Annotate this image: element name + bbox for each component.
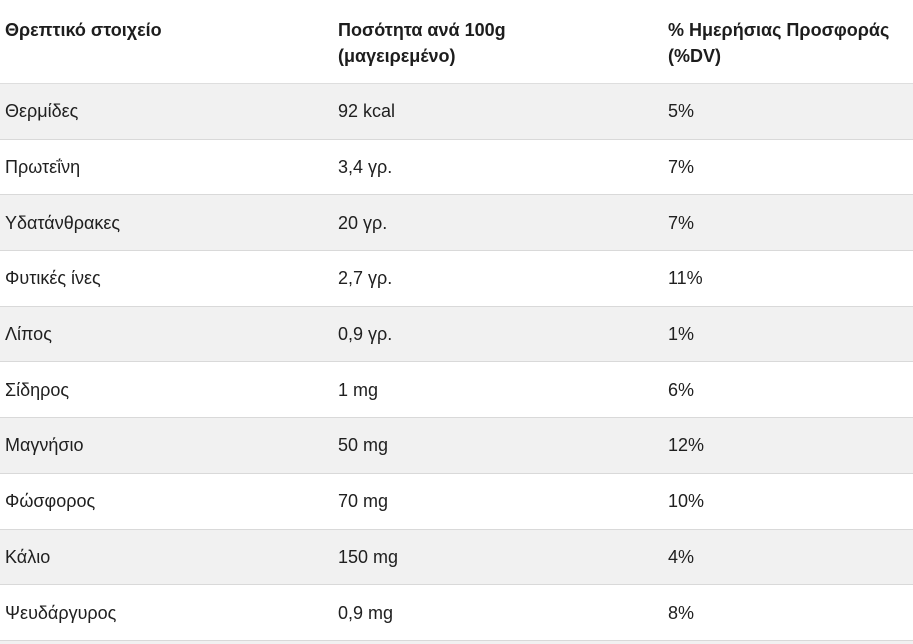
amount-cell: 20 γρ. <box>338 212 388 233</box>
amount-cell: 1 mg <box>338 379 379 400</box>
amount-cell: 70 mg <box>338 491 389 512</box>
daily-value-cell: 11% <box>668 268 703 289</box>
daily-value-cell: 4% <box>668 546 695 567</box>
column-header-daily-value: % Ημερήσιας Προσφοράς (%DV) <box>668 20 890 66</box>
nutrient-name-cell: Λίπος <box>5 324 52 345</box>
table-row: Πρωτεΐνη 3,4 γρ. 7% <box>0 139 913 196</box>
table-row: Κάλιο 150 mg 4% <box>0 529 913 586</box>
nutrient-name-cell: Πρωτεΐνη <box>5 157 81 178</box>
daily-value-cell: 1% <box>668 324 695 345</box>
table-row: Υδατάνθρακες 20 γρ. 7% <box>0 195 913 252</box>
daily-value-cell: 8% <box>668 602 695 623</box>
amount-cell: 3,4 γρ. <box>338 157 393 178</box>
table-row: Θερμίδες 92 kcal 5% <box>0 84 913 140</box>
nutrient-name-cell: Μαγνήσιο <box>5 435 84 456</box>
table-row: Μαγνήσιο 50 mg 12% <box>0 418 913 474</box>
daily-value-cell: 6% <box>668 379 695 400</box>
table-row-clipped <box>0 640 913 644</box>
amount-cell: 150 mg <box>338 546 399 567</box>
amount-cell: 50 mg <box>338 435 389 456</box>
daily-value-cell: 10% <box>668 491 705 512</box>
daily-value-cell: 7% <box>668 157 695 178</box>
column-header-amount-per-100g: Ποσότητα ανά 100g (μαγειρεμένο) <box>338 20 506 66</box>
table-body: Θερμίδες 92 kcal 5% Πρωτεΐνη 3,4 γρ. 7% … <box>0 84 913 644</box>
table-row: Σίδηρος 1 mg 6% <box>0 362 913 419</box>
daily-value-cell: 12% <box>668 435 705 456</box>
nutrient-name-cell: Φώσφορος <box>5 491 96 512</box>
table-row: Λίπος 0,9 γρ. 1% <box>0 306 913 363</box>
nutrient-name-cell: Σίδηρος <box>5 379 70 400</box>
amount-cell: 2,7 γρ. <box>338 268 393 289</box>
amount-cell: 0,9 γρ. <box>338 324 393 345</box>
nutrient-name-cell: Κάλιο <box>5 546 51 567</box>
table-row: Φώσφορος 70 mg 10% <box>0 473 913 530</box>
daily-value-cell: 7% <box>668 212 695 233</box>
nutrient-name-cell: Ψευδάργυρος <box>5 602 117 623</box>
amount-cell: 92 kcal <box>338 101 396 122</box>
nutrient-name-cell: Φυτικές ίνες <box>5 268 101 289</box>
table-header-row: Θρεπτικό στοιχείο Ποσότητα ανά 100g (μαγ… <box>0 0 913 84</box>
amount-cell: 0,9 mg <box>338 602 394 623</box>
nutrient-name-cell: Υδατάνθρακες <box>5 212 121 233</box>
table-row: Ψευδάργυρος 0,9 mg 8% <box>0 585 913 641</box>
table-row: Φυτικές ίνες 2,7 γρ. 11% <box>0 251 913 307</box>
daily-value-cell: 5% <box>668 101 695 122</box>
column-header-nutrient: Θρεπτικό στοιχείο <box>5 20 162 40</box>
nutrient-name-cell: Θερμίδες <box>5 101 79 122</box>
